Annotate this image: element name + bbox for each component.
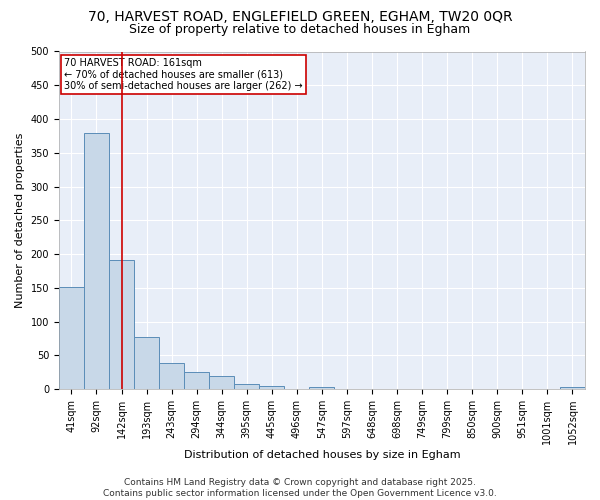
Bar bbox=[560, 386, 585, 389]
Bar bbox=[159, 363, 184, 389]
Text: Contains HM Land Registry data © Crown copyright and database right 2025.
Contai: Contains HM Land Registry data © Crown c… bbox=[103, 478, 497, 498]
Bar bbox=[310, 387, 334, 389]
Text: 70, HARVEST ROAD, ENGLEFIELD GREEN, EGHAM, TW20 0QR: 70, HARVEST ROAD, ENGLEFIELD GREEN, EGHA… bbox=[88, 10, 512, 24]
Bar bbox=[84, 132, 109, 389]
Text: Size of property relative to detached houses in Egham: Size of property relative to detached ho… bbox=[130, 22, 470, 36]
Bar bbox=[109, 260, 134, 389]
Text: 70 HARVEST ROAD: 161sqm
← 70% of detached houses are smaller (613)
30% of semi-d: 70 HARVEST ROAD: 161sqm ← 70% of detache… bbox=[64, 58, 303, 92]
X-axis label: Distribution of detached houses by size in Egham: Distribution of detached houses by size … bbox=[184, 450, 460, 460]
Bar bbox=[209, 376, 234, 389]
Bar bbox=[134, 337, 159, 389]
Y-axis label: Number of detached properties: Number of detached properties bbox=[15, 132, 25, 308]
Bar bbox=[234, 384, 259, 389]
Bar bbox=[59, 286, 84, 389]
Bar bbox=[259, 386, 284, 389]
Bar bbox=[184, 372, 209, 389]
